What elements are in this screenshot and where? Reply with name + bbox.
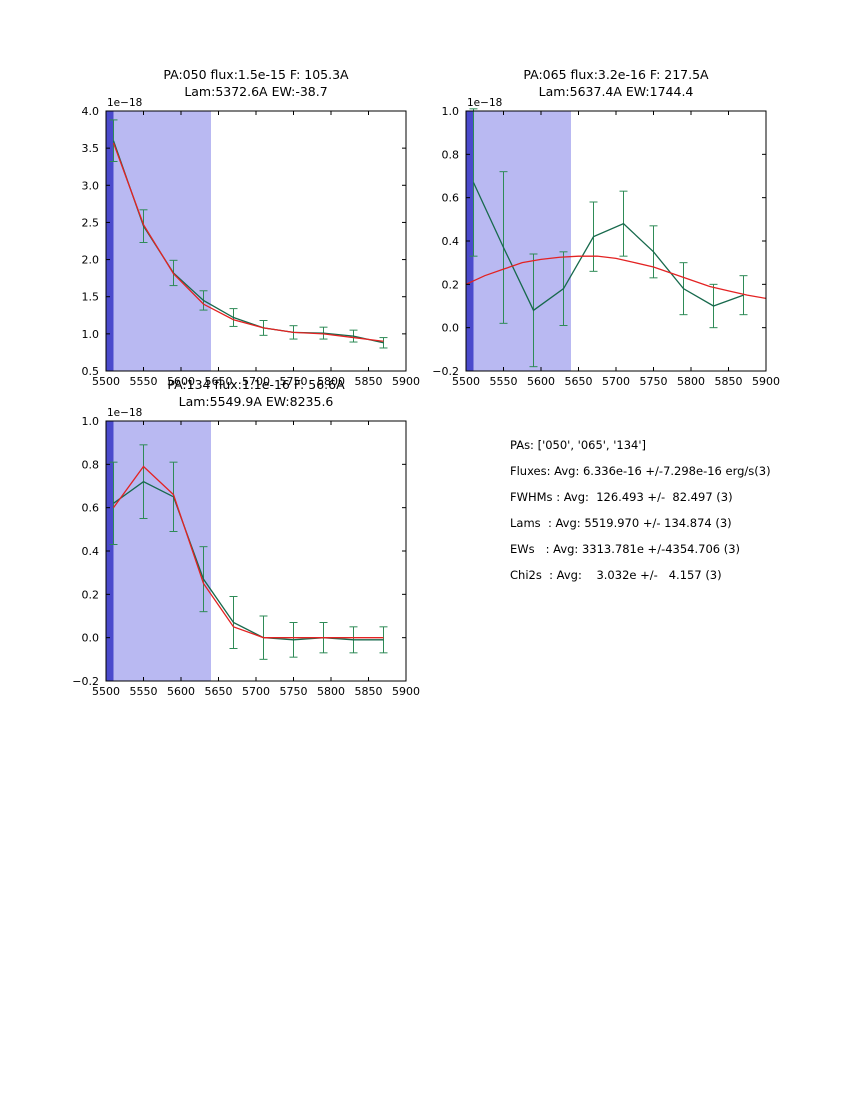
svg-text:0.4: 0.4 <box>442 235 460 248</box>
svg-text:5900: 5900 <box>752 375 780 388</box>
stats-block: PAs: ['050', '065', '134'] Fluxes: Avg: … <box>510 432 771 588</box>
svg-text:−0.2: −0.2 <box>72 675 99 688</box>
plot-pa134-title-line1: PA:134 flux:1.1e-16 F: 56.6A <box>167 377 345 392</box>
svg-text:1e−18: 1e−18 <box>107 97 142 109</box>
svg-text:0.2: 0.2 <box>82 588 100 601</box>
svg-text:0.0: 0.0 <box>442 322 460 335</box>
plot-pa065-canvas: 5500 5550 5600 5650 5700 5750 5800 5850 5900 −0.2… <box>432 97 780 388</box>
svg-text:2.0: 2.0 <box>82 254 100 267</box>
svg-text:5550: 5550 <box>130 685 158 698</box>
svg-text:2.5: 2.5 <box>82 216 100 229</box>
svg-text:1.0: 1.0 <box>82 415 100 428</box>
stats-line-lams: Lams : Avg: 5519.970 +/- 134.874 (3) <box>510 516 732 530</box>
svg-text:5900: 5900 <box>392 375 420 388</box>
plot-pa134-title-line2: Lam:5549.9A EW:8235.6 <box>178 394 334 409</box>
svg-text:−0.2: −0.2 <box>432 365 459 378</box>
svg-text:5650: 5650 <box>205 375 233 388</box>
svg-text:1.5: 1.5 <box>82 291 100 304</box>
svg-text:1e−18: 1e−18 <box>467 97 502 109</box>
plot-pa065-title: PA:065 flux:3.2e-16 F: 217.5A Lam:5637.4… <box>466 66 766 100</box>
svg-text:5850: 5850 <box>355 375 383 388</box>
svg-text:5600: 5600 <box>527 375 555 388</box>
plot-pa065-title-line1: PA:065 flux:3.2e-16 F: 217.5A <box>523 67 709 82</box>
svg-text:0.2: 0.2 <box>442 278 460 291</box>
svg-text:5700: 5700 <box>242 375 270 388</box>
svg-text:5550: 5550 <box>130 375 158 388</box>
plot-pa050-title-line2: Lam:5372.6A EW:-38.7 <box>184 84 328 99</box>
svg-text:5500: 5500 <box>92 685 120 698</box>
svg-text:0.8: 0.8 <box>442 148 460 161</box>
svg-text:1e−18: 1e−18 <box>107 407 142 419</box>
svg-text:5600: 5600 <box>167 375 195 388</box>
svg-text:4.0: 4.0 <box>82 105 100 118</box>
svg-text:5800: 5800 <box>317 375 345 388</box>
stats-line-fwhms: FWHMs : Avg: 126.493 +/- 82.497 (3) <box>510 490 733 504</box>
svg-text:0.6: 0.6 <box>82 502 100 515</box>
svg-text:5650: 5650 <box>565 375 593 388</box>
stats-line-pas: PAs: ['050', '065', '134'] <box>510 438 647 452</box>
svg-text:0.5: 0.5 <box>82 365 100 378</box>
svg-text:5750: 5750 <box>640 375 668 388</box>
svg-text:5800: 5800 <box>677 375 705 388</box>
plot-pa050-title: PA:050 flux:1.5e-15 F: 105.3A Lam:5372.6… <box>106 66 406 100</box>
plot-pa134-title: PA:134 flux:1.1e-16 F: 56.6A Lam:5549.9A… <box>106 376 406 410</box>
svg-text:0.4: 0.4 <box>82 545 100 558</box>
stats-line-chi2s: Chi2s : Avg: 3.032e +/- 4.157 (3) <box>510 568 722 582</box>
svg-text:3.5: 3.5 <box>82 142 100 155</box>
svg-text:0.6: 0.6 <box>442 192 460 205</box>
stats-line-ews: EWs : Avg: 3313.781e +/-4354.706 (3) <box>510 542 741 556</box>
svg-text:1.0: 1.0 <box>442 105 460 118</box>
svg-text:5700: 5700 <box>602 375 630 388</box>
svg-text:5800: 5800 <box>317 685 345 698</box>
svg-text:5550: 5550 <box>490 375 518 388</box>
svg-text:5900: 5900 <box>392 685 420 698</box>
plot-pa065-title-line2: Lam:5637.4A EW:1744.4 <box>538 84 694 99</box>
svg-text:0.8: 0.8 <box>82 458 100 471</box>
plot-pa134-canvas: 5500 5550 5600 5650 5700 5750 5800 5850 5900 −0.2… <box>72 407 420 698</box>
stats-line-fluxes: Fluxes: Avg: 6.336e-16 +/-7.298e-16 erg/… <box>510 464 771 478</box>
plot-pa050-canvas: 5500 5550 5600 5650 5700 5750 5800 5850 5900 0.5 1… <box>82 97 421 388</box>
svg-text:5700: 5700 <box>242 685 270 698</box>
svg-text:0.0: 0.0 <box>82 632 100 645</box>
svg-text:5850: 5850 <box>715 375 743 388</box>
svg-text:3.0: 3.0 <box>82 179 100 192</box>
svg-text:5750: 5750 <box>280 685 308 698</box>
svg-text:1.0: 1.0 <box>82 328 100 341</box>
svg-text:5500: 5500 <box>92 375 120 388</box>
svg-text:5650: 5650 <box>205 685 233 698</box>
plot-pa050-title-line1: PA:050 flux:1.5e-15 F: 105.3A <box>163 67 349 82</box>
svg-text:5600: 5600 <box>167 685 195 698</box>
svg-text:5750: 5750 <box>280 375 308 388</box>
svg-text:5500: 5500 <box>452 375 480 388</box>
svg-text:5850: 5850 <box>355 685 383 698</box>
